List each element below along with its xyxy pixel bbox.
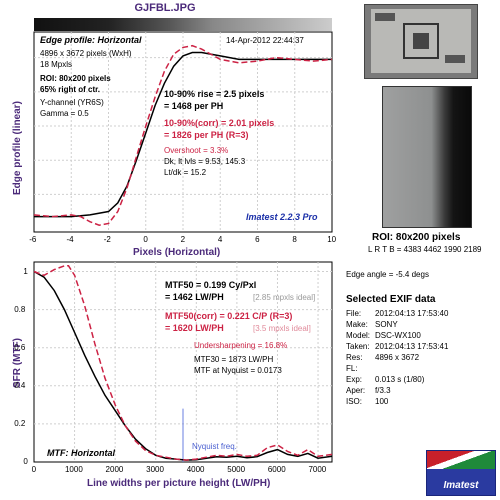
gamma-info: Gamma = 0.5 [40, 109, 89, 118]
mtf-ytick: 0.4 [14, 380, 26, 390]
mtf50-text: MTF50 = 0.199 Cy/Pxl [165, 280, 257, 290]
edge-xtick: -2 [103, 235, 111, 244]
exif-label: Aper: [346, 386, 366, 395]
edge-xtick: 2 [180, 235, 186, 244]
nyquist-mtf-text: MTF at Nyquist = 0.0173 [194, 366, 282, 375]
gray-gradient-bar [34, 18, 332, 31]
exif-value: DSC-WX100 [375, 331, 421, 340]
edge-xtick: 6 [255, 235, 260, 244]
exif-label: File: [346, 309, 362, 318]
exif-value: 4896 x 3672 [375, 353, 420, 362]
mtf-xtick: 3000 [146, 465, 164, 474]
mtf-xlabel: Line widths per picture height (LW/PH) [87, 478, 271, 489]
mtf50-ideal-text: [2.85 mpxls ideal] [253, 293, 316, 302]
exif-value: 0.013 s (1/80) [375, 375, 425, 384]
edge-xlabel: Pixels (Horizontal) [133, 247, 221, 258]
rise-corr-ph-text: = 1826 per PH (R=3) [164, 130, 249, 140]
levels-text: Dk, lt lvls = 9.53, 145.3 [164, 157, 246, 166]
exif-value: 2012:04:13 17:53:40 [375, 309, 449, 318]
mtf-line-raw [33, 270, 333, 461]
edge-angle: Edge angle = -5.4 degs [346, 270, 429, 279]
filename: GJFBL.JPG [134, 2, 196, 14]
mtf-line-corr [33, 265, 333, 461]
exif-value: f/3.3 [375, 386, 391, 395]
exif-label: FL: [346, 364, 358, 373]
mtf-ytick: 0.6 [14, 342, 26, 352]
exif-title: Selected EXIF data [346, 294, 436, 305]
rise-text: 10-90% rise = 2.5 pixels [164, 89, 265, 99]
edge-line-raw [34, 51, 332, 218]
mtf-xtick: 2000 [105, 465, 124, 474]
channel-info: Y-channel (YR6S) [40, 98, 104, 107]
roi-crop-image [382, 86, 472, 228]
edge-xtick: -4 [66, 235, 74, 244]
mtf-xtick: 6000 [267, 465, 286, 474]
exif-label: Exp: [346, 375, 363, 384]
mtf-xtick: 7000 [308, 465, 327, 474]
edge-line-corr [33, 44, 333, 226]
version-label: Imatest 2.2.3 Pro [246, 212, 318, 222]
mpxls-info: 18 Mpxls [40, 60, 73, 69]
edge-xtick: 8 [292, 235, 297, 244]
exif-label: Model: [346, 331, 371, 340]
edge-xtick: 4 [217, 235, 223, 244]
edge-date: 14-Apr-2012 22:44:37 [226, 36, 304, 45]
roi-lrtb: L R T B = 4383 4462 1990 2189 [368, 245, 482, 254]
rise-corr-text: 10-90%(corr) = 2.01 pixels [164, 118, 275, 128]
mtf50-corr-text: MTF50(corr) = 0.221 C/P (R=3) [165, 311, 293, 321]
edge-xtick: -6 [29, 235, 37, 244]
rise-ph-text: = 1468 per PH [164, 101, 224, 111]
mtf-ytick: 1 [23, 266, 28, 276]
test-chart-thumbnail [364, 4, 478, 79]
mtf50-corr-ideal-text: [3.5 mpxls ideal] [253, 324, 311, 333]
edge-ylabel: Edge profile (linear) [12, 101, 23, 195]
mtf-xtick: 1000 [64, 465, 83, 474]
mtf-grid [34, 262, 332, 462]
mtf-ytick: 0.2 [14, 418, 26, 428]
roi-title: ROI: 80x200 pixels [372, 232, 461, 243]
exif-label: Taken: [346, 342, 370, 351]
imatest-logo: Imatest [426, 450, 496, 496]
logo-text: Imatest [443, 480, 479, 491]
mtf-ytick: 0.8 [14, 304, 26, 314]
undersharpening-text: Undersharpening = 16.8% [194, 341, 288, 350]
exif-label: ISO: [346, 397, 363, 406]
mtf30-text: MTF30 = 1873 LW/PH [194, 355, 274, 364]
ltdk-text: Lt/dk = 15.2 [164, 168, 207, 177]
mtf-xtick: 5000 [227, 465, 246, 474]
mtf50-corr-lw-text: = 1620 LW/PH [165, 323, 224, 333]
mtf-xtick: 0 [31, 465, 37, 474]
roi-info: ROI: 80x200 pixels [40, 74, 111, 83]
mtf-title: MTF: Horizontal [47, 448, 115, 458]
mtf50-lw-text: = 1462 LW/PH [165, 292, 224, 302]
pixels-info: 4896 x 3672 pixels (WxH) [40, 49, 132, 58]
exif-value: 100 [375, 397, 389, 406]
exif-value: 2012:04:13 17:53:41 [375, 342, 449, 351]
mtf-series [33, 265, 333, 461]
exif-label: Res: [346, 353, 363, 362]
edge-xtick: 10 [327, 235, 337, 244]
mtf-xtick: 4000 [186, 465, 205, 474]
edge-series [33, 44, 333, 226]
exif-label: Make: [346, 320, 368, 329]
edge-title: Edge profile: Horizontal [40, 35, 142, 45]
overshoot-text: Overshoot = 3.3% [164, 146, 229, 155]
exif-value: SONY [375, 320, 398, 329]
edge-grid [34, 32, 332, 232]
mtf-ytick: 0 [23, 457, 28, 466]
edge-xtick: 0 [143, 235, 148, 244]
nyquist-label: Nyquist freq. [192, 442, 237, 451]
roi-position: 65% right of ctr. [40, 85, 101, 94]
